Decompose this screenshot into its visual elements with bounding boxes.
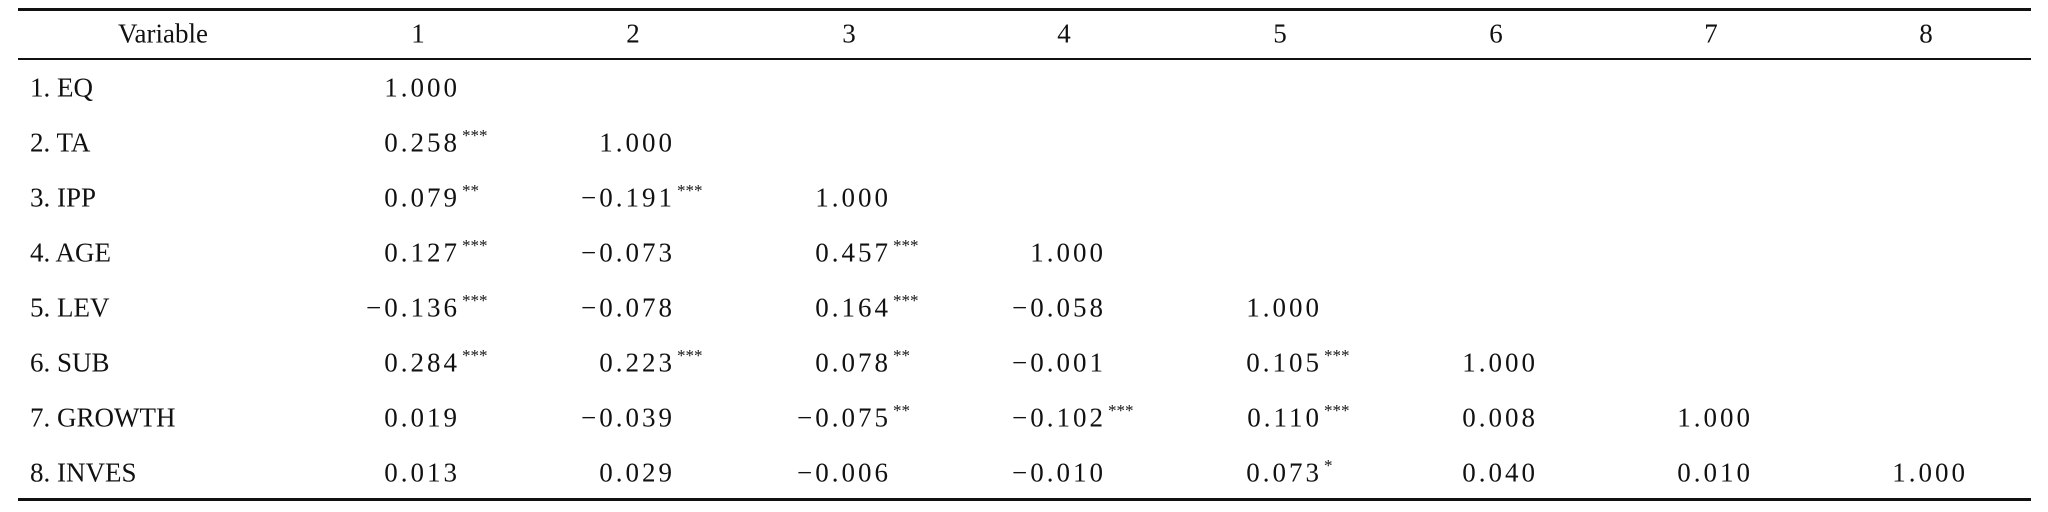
cell-value: 0.040 (1462, 457, 1538, 488)
header-cell: 8 (1919, 18, 1933, 49)
cell-value: −0.078 (581, 292, 675, 323)
cell-value: 0.223 (599, 347, 675, 378)
cell-value: 1.000 (1892, 457, 1968, 488)
row-label: 8. INVES (30, 457, 137, 488)
cell-value: −0.001 (1012, 347, 1106, 378)
significance: *** (893, 291, 919, 310)
cell-value: −0.010 (1012, 457, 1106, 488)
bottom-rule (18, 498, 2031, 501)
significance: *** (1108, 401, 1134, 420)
significance: *** (677, 346, 703, 365)
header-cell: 7 (1704, 18, 1718, 49)
header-cell: Variable (118, 18, 208, 49)
row-label: 3. IPP (30, 182, 97, 213)
cell-value: 0.457 (815, 237, 891, 268)
row-label: 4. AGE (30, 237, 111, 268)
cell-value: 1.000 (1030, 237, 1106, 268)
significance: *** (462, 346, 488, 365)
significance: * (1324, 456, 1333, 475)
cell-value: −0.006 (797, 457, 891, 488)
row-label: 2. TA (30, 127, 91, 158)
row-label: 1. EQ (30, 72, 93, 103)
significance: ** (893, 401, 910, 420)
row-label: 6. SUB (30, 347, 110, 378)
cell-value: 0.010 (1677, 457, 1753, 488)
cell-value: 0.078 (815, 347, 891, 378)
top-rule (18, 8, 2031, 11)
cell-value: 0.079 (384, 182, 460, 213)
cell-value: 1.000 (384, 72, 460, 103)
header-cell: 3 (842, 18, 856, 49)
cell-value: 0.105 (1246, 347, 1322, 378)
header-cell: 6 (1489, 18, 1503, 49)
cell-value: 1.000 (815, 182, 891, 213)
cell-value: 0.284 (384, 347, 460, 378)
header-cell: 4 (1057, 18, 1071, 49)
significance: *** (462, 291, 488, 310)
significance: *** (462, 236, 488, 255)
row-label: 5. LEV (30, 292, 110, 323)
cell-value: −0.191 (581, 182, 675, 213)
cell-value: 0.164 (815, 292, 891, 323)
cell-value: −0.039 (581, 402, 675, 433)
cell-value: 0.008 (1462, 402, 1538, 433)
significance: *** (462, 126, 488, 145)
cell-value: −0.136 (366, 292, 460, 323)
cell-value: 1.000 (1246, 292, 1322, 323)
cell-value: −0.075 (797, 402, 891, 433)
header-rule (18, 58, 2031, 60)
header-cell: 1 (411, 18, 425, 49)
cell-value: 0.029 (599, 457, 675, 488)
cell-value: 0.013 (384, 457, 460, 488)
cell-value: 0.073 (1246, 457, 1322, 488)
cell-value: 0.110 (1247, 402, 1322, 433)
significance: *** (1324, 401, 1350, 420)
cell-value: 1.000 (599, 127, 675, 158)
cell-value: 1.000 (1462, 347, 1538, 378)
significance: ** (893, 346, 910, 365)
header-cell: 2 (626, 18, 640, 49)
cell-value: −0.102 (1012, 402, 1106, 433)
cell-value: −0.058 (1012, 292, 1106, 323)
cell-value: 0.258 (384, 127, 460, 158)
row-label: 7. GROWTH (30, 402, 176, 433)
cell-value: −0.073 (581, 237, 675, 268)
cell-value: 0.127 (384, 237, 460, 268)
significance: *** (893, 236, 919, 255)
significance: *** (1324, 346, 1350, 365)
significance: *** (677, 181, 703, 200)
significance: ** (462, 181, 479, 200)
cell-value: 1.000 (1677, 402, 1753, 433)
header-cell: 5 (1273, 18, 1287, 49)
cell-value: 0.019 (384, 402, 460, 433)
